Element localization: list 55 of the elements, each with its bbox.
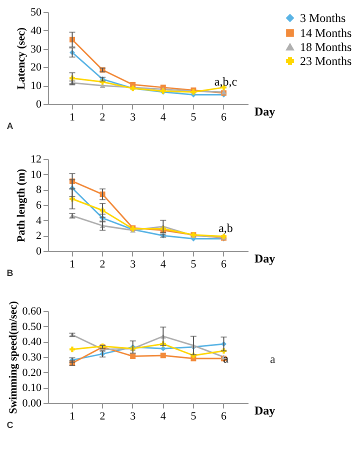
x-tick-label: 5 [190,112,197,124]
x-tick-label: 1 [69,410,75,422]
text: C [6,420,14,430]
y-axis-title: Latency (sec) [16,27,28,90]
annotation: a,b,c [214,74,238,88]
legend-label: 3 Months [300,11,346,25]
x-tick-label: 6 [221,258,228,270]
x-tick-label: 1 [69,112,75,124]
x-axis-title: Day [254,252,276,266]
y-tick-label: 0.00 [22,398,42,410]
y-axis-title: Swimming speed(m/sec) [7,300,20,414]
y-tick-label: 50 [30,6,42,18]
x-tick-label: 5 [190,410,197,422]
legend-label: 18 Months [300,40,352,54]
y-tick-label: 30 [30,43,42,56]
text: A [6,121,14,131]
x-tick-label: 4 [160,410,166,422]
legend-label: 23 Months [300,54,352,68]
x-tick-label: 2 [100,112,106,124]
y-tick-label: 2 [36,230,42,242]
x-tick-label: 3 [130,112,136,124]
x-tick-label: 3 [130,410,136,422]
y-tick-label: 10 [30,168,42,181]
y-tick-label: 40 [30,24,42,37]
y-tick-label: 20 [30,62,42,74]
y-tick-label: 0 [36,246,42,258]
annotation: a [223,352,230,366]
x-tick-label: 6 [221,410,228,422]
y-tick-label: 0.40 [22,336,42,348]
x-tick-label: 3 [130,258,136,270]
x-tick-label: 1 [69,258,75,270]
y-tick-label: 0 [36,98,42,110]
y-tick-label: 6 [36,200,42,212]
y-tick-label: 0.60 [22,306,42,318]
y-tick-label: 12 [30,154,42,166]
x-tick-label: 2 [100,258,106,270]
y-tick-label: 10 [30,80,42,92]
y-tick-label: 0.30 [22,352,42,364]
annotation: a,b [218,221,233,236]
text: B [6,268,14,278]
y-tick-label: 0.50 [22,320,42,333]
text: a [270,352,276,366]
legend-label: 14 Months [300,26,352,40]
y-tick-label: 0.10 [22,382,42,394]
y-axis-title: Path length (m) [16,168,28,242]
y-tick-label: 8 [36,184,42,196]
x-tick-label: 2 [100,410,106,422]
x-tick-label: 5 [190,258,197,270]
y-tick-label: 0.20 [22,366,42,379]
y-tick-label: 4 [36,214,42,227]
x-tick-label: 4 [160,258,166,270]
x-tick-label: 6 [221,112,228,124]
x-axis-title: Day [254,104,276,118]
x-tick-label: 4 [160,112,166,124]
x-axis-title: Day [254,404,276,418]
